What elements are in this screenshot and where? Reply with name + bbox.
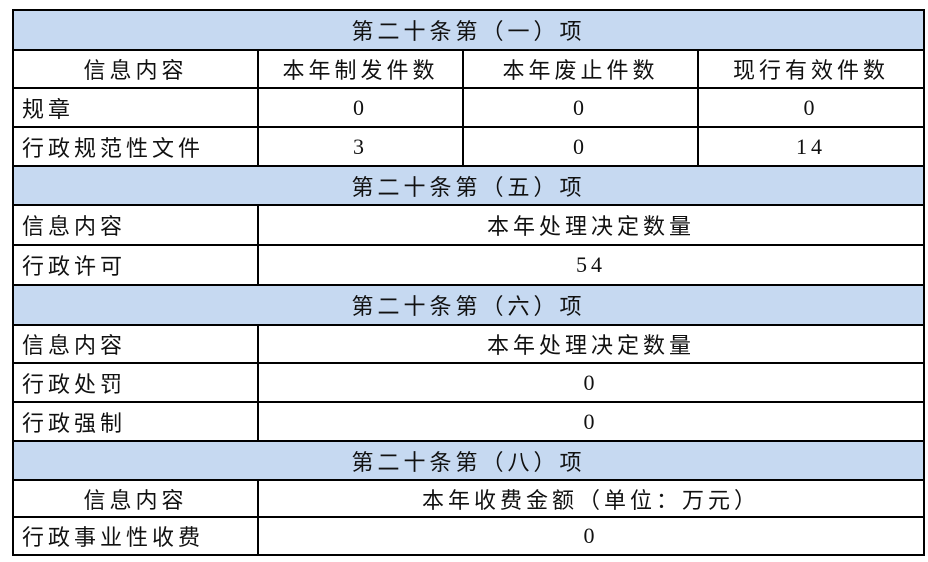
column-header: 本年收费金额（单位：万元）	[256, 479, 926, 518]
row-label: 行政许可	[12, 244, 259, 286]
cell-value: 0	[257, 87, 464, 128]
section-title: 第二十条第（六）项	[11, 284, 926, 326]
table-row: 行政强制 0	[12, 401, 926, 442]
cell-value: 0	[256, 401, 926, 442]
column-header: 本年废止件数	[462, 49, 699, 89]
column-header: 信息内容	[12, 204, 259, 246]
cell-value: 0	[696, 87, 926, 128]
column-header: 本年处理决定数量	[256, 204, 926, 246]
cell-value: 54	[256, 244, 926, 286]
row-label: 行政处罚	[12, 362, 259, 403]
cell-value: 0	[462, 126, 699, 167]
table-row: 行政许可 54	[12, 244, 926, 286]
cell-value: 3	[257, 126, 464, 167]
table-row: 行政规范性文件 3 0 14	[12, 126, 926, 167]
cell-value: 0	[256, 516, 926, 556]
section-title: 第二十条第（八）项	[11, 440, 926, 481]
section-title: 第二十条第（一）项	[11, 9, 926, 51]
cell-value: 0	[256, 362, 926, 403]
column-header: 本年制发件数	[257, 49, 464, 89]
cell-value: 14	[696, 126, 926, 167]
row-label: 规章	[12, 87, 259, 128]
column-header: 本年处理决定数量	[256, 324, 926, 364]
table-row: 行政事业性收费 0	[12, 516, 926, 556]
disclosure-table: 第二十条第（一）项 信息内容 本年制发件数 本年废止件数 现行有效件数 规章 0…	[11, 9, 926, 556]
row-label: 行政强制	[12, 401, 259, 442]
cell-value: 0	[462, 87, 699, 128]
column-header: 信息内容	[12, 49, 259, 89]
column-header: 信息内容	[12, 479, 259, 518]
table-row: 行政处罚 0	[12, 362, 926, 403]
row-label: 行政事业性收费	[12, 516, 259, 556]
section-title: 第二十条第（五）项	[11, 165, 926, 206]
table-row: 规章 0 0 0	[12, 87, 926, 128]
column-header: 信息内容	[12, 324, 259, 364]
column-header: 现行有效件数	[696, 49, 926, 89]
row-label: 行政规范性文件	[12, 126, 259, 167]
